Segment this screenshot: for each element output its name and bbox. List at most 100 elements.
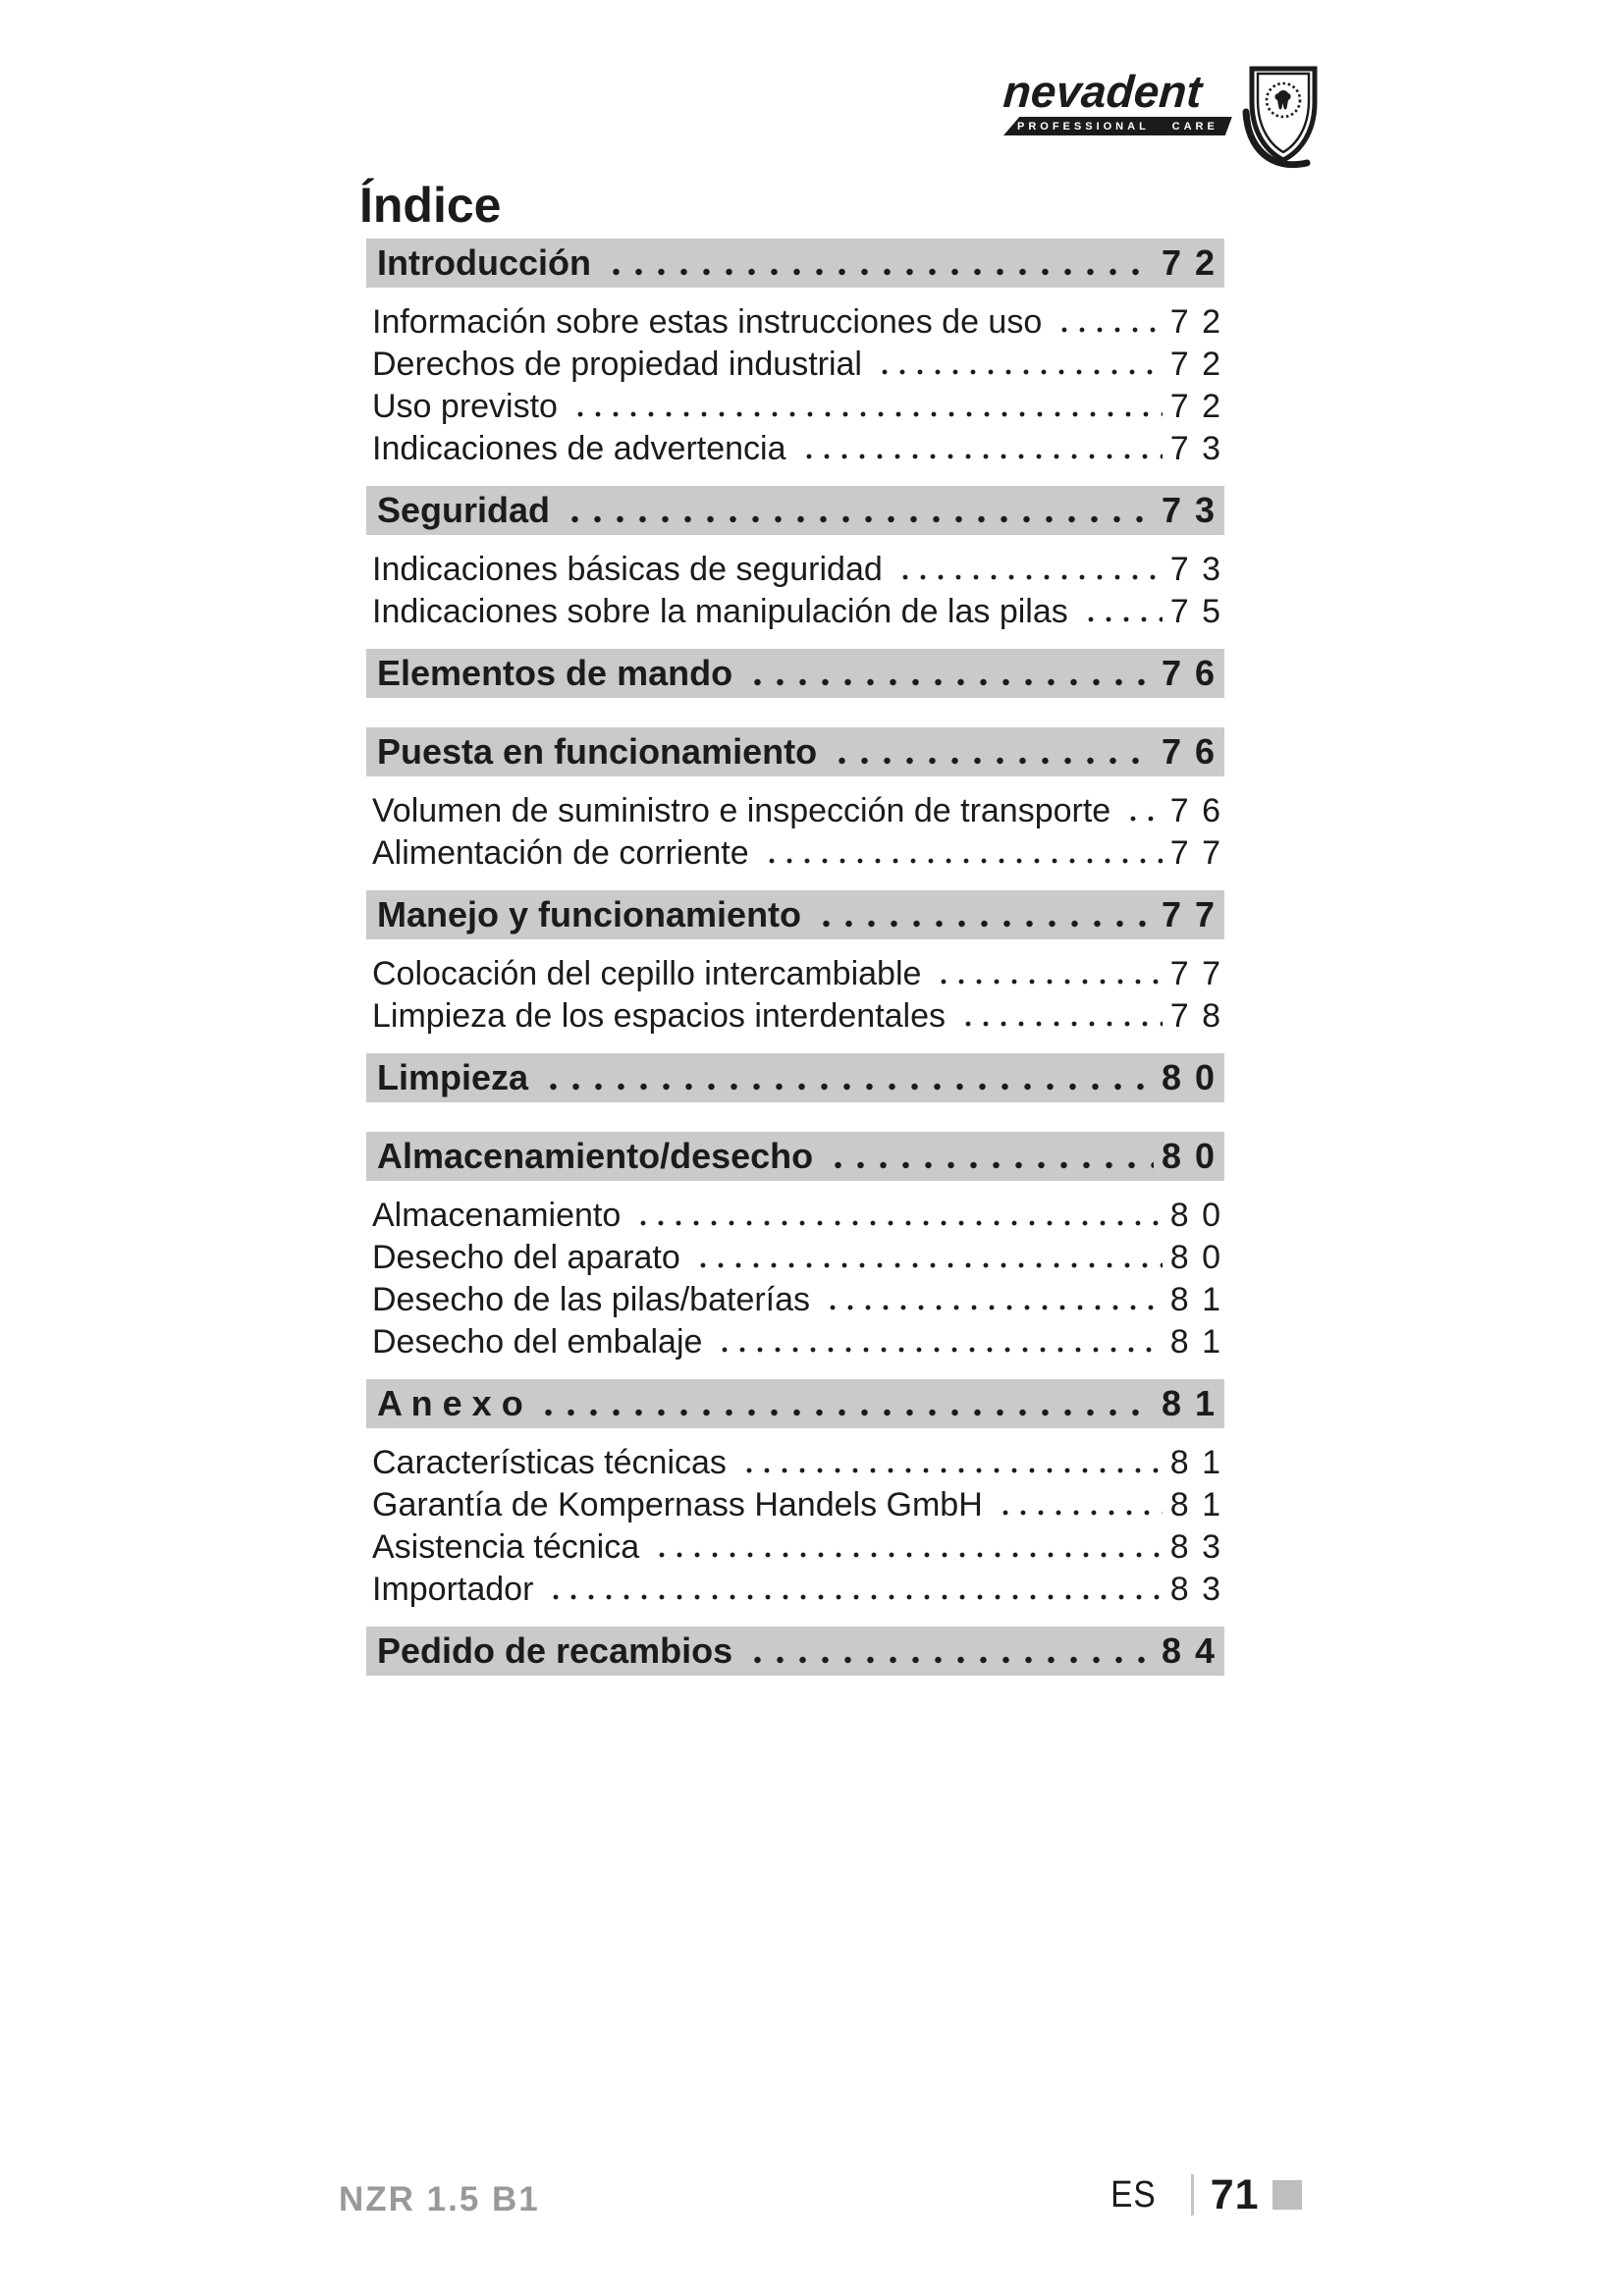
toc-section-title: Puesta en funcionamiento — [377, 731, 818, 772]
toc-entry: Información sobre estas instrucciones de… — [372, 301, 1222, 344]
toc-entry-page-number: 8 0 — [1169, 1197, 1222, 1234]
toc-section-header-bar: Manejo y funcionamiento 7 7 — [366, 890, 1224, 939]
toc-entry: Características técnicas 8 1 — [372, 1442, 1222, 1484]
toc-section-title: Introducción — [377, 242, 591, 283]
toc-entry-title: Derechos de propiedad industrial — [372, 346, 862, 383]
toc-entry: Indicaciones de advertencia 7 3 — [372, 428, 1222, 470]
toc-entry-page-number: 8 3 — [1169, 1571, 1222, 1608]
toc-section: Limpieza 8 0 — [366, 1053, 1224, 1102]
dot-leader — [824, 1279, 1163, 1321]
toc-section: Puesta en funcionamiento 7 6 Volumen de … — [366, 727, 1224, 875]
toc-entry-title: Volumen de suministro e inspección de tr… — [372, 792, 1111, 829]
toc-entry-page-number: 8 3 — [1169, 1528, 1222, 1566]
toc-section-title: Seguridad — [377, 490, 551, 530]
footer-page-indicator: ES 71 — [1108, 2171, 1302, 2218]
page-title: Índice — [359, 177, 502, 233]
dot-leader — [875, 344, 1163, 386]
toc-section-header-bar: Pedido de recambios 8 4 — [366, 1627, 1224, 1676]
dot-leader — [716, 1321, 1163, 1363]
toc-section-entries: Volumen de suministro e inspección de tr… — [366, 776, 1224, 875]
dot-leader — [746, 1627, 1154, 1676]
dot-leader — [762, 832, 1163, 875]
toc-section-entries: Características técnicas 8 1 Garantía de… — [366, 1428, 1224, 1611]
toc-section-title: Pedido de recambios — [377, 1630, 733, 1671]
dot-leader — [996, 1484, 1163, 1526]
toc-section-page-number: 7 6 — [1161, 731, 1217, 772]
toc-entry: Indicaciones básicas de seguridad 7 3 — [372, 549, 1222, 591]
dot-leader — [799, 428, 1163, 470]
logo-wordmark: nevadent PROFESSIONAL CARE — [1001, 66, 1232, 135]
toc-entry: Asistencia técnica 8 3 — [372, 1526, 1222, 1569]
dot-leader — [1124, 790, 1163, 832]
toc-section: A n e x o 8 1 Características técnicas 8… — [366, 1379, 1224, 1611]
toc-entry-page-number: 7 2 — [1169, 346, 1222, 383]
toc-entry: Derechos de propiedad industrial 7 2 — [372, 344, 1222, 386]
toc-section-title: Elementos de mando — [377, 653, 733, 693]
toc-section-header-bar: Seguridad 7 3 — [366, 486, 1224, 535]
toc-section-entries: Almacenamiento 8 0 Desecho del aparato 8… — [366, 1181, 1224, 1363]
dot-leader — [1056, 301, 1163, 344]
toc-section: Introducción 7 2 Información sobre estas… — [366, 239, 1224, 470]
toc-entry-page-number: 7 7 — [1169, 955, 1222, 992]
nevadent-logo: nevadent PROFESSIONAL CARE — [1001, 66, 1326, 173]
toc-section-page-number: 8 4 — [1161, 1630, 1217, 1671]
toc-entry-page-number: 8 0 — [1169, 1239, 1222, 1276]
toc-section-page-number: 8 0 — [1161, 1136, 1217, 1176]
toc-section-title: Limpieza — [377, 1057, 529, 1097]
toc-section: Seguridad 7 3 Indicaciones básicas de se… — [366, 486, 1224, 633]
toc-entry-page-number: 7 8 — [1169, 997, 1222, 1035]
toc-entry-title: Garantía de Kompernass Handels GmbH — [372, 1486, 983, 1523]
dot-leader — [959, 995, 1163, 1038]
toc-entry-page-number: 7 3 — [1169, 430, 1222, 467]
toc-entry-title: Limpieza de los espacios interdentales — [372, 997, 947, 1035]
toc-entry-page-number: 8 1 — [1169, 1444, 1222, 1481]
dot-leader — [564, 486, 1154, 535]
toc-entry: Almacenamiento 8 0 — [372, 1195, 1222, 1237]
toc-entry-page-number: 8 1 — [1169, 1323, 1222, 1361]
toc-section: Elementos de mando 7 6 — [366, 649, 1224, 698]
toc-section-page-number: 7 6 — [1161, 653, 1217, 693]
toc-entry-page-number: 8 1 — [1169, 1281, 1222, 1318]
toc-entry-title: Alimentación de corriente — [372, 834, 749, 872]
toc-section-page-number: 8 0 — [1161, 1057, 1217, 1097]
toc-entry-title: Uso previsto — [372, 388, 558, 425]
dot-leader — [746, 649, 1154, 698]
toc-entry: Desecho del aparato 8 0 — [372, 1237, 1222, 1279]
toc-entry: Garantía de Kompernass Handels GmbH 8 1 — [372, 1484, 1222, 1526]
toc-section-page-number: 7 2 — [1161, 242, 1217, 283]
toc-section-header-bar: Limpieza 8 0 — [366, 1053, 1224, 1102]
toc-entry-title: Características técnicas — [372, 1444, 727, 1481]
toc-section-title: Almacenamiento/desecho — [377, 1136, 814, 1176]
footer-page-number: 71 — [1210, 2170, 1260, 2218]
toc-section-entries: Colocación del cepillo intercambiable 7 … — [366, 939, 1224, 1038]
toc-entry: Colocación del cepillo intercambiable 7 … — [372, 953, 1222, 995]
toc-entry-title: Asistencia técnica — [372, 1528, 640, 1566]
toc-entry-page-number: 7 2 — [1169, 388, 1222, 425]
toc-section-header-bar: Introducción 7 2 — [366, 239, 1224, 288]
dot-leader — [831, 727, 1154, 776]
toc-entry: Importador 8 3 — [372, 1569, 1222, 1611]
dot-leader — [634, 1195, 1163, 1237]
dot-leader — [815, 890, 1154, 939]
toc-section: Manejo y funcionamiento 7 7 Colocación d… — [366, 890, 1224, 1038]
toc-entry-title: Indicaciones de advertencia — [372, 430, 786, 467]
footer-model-number: NZR 1.5 B1 — [339, 2180, 540, 2218]
toc-section: Almacenamiento/desecho 8 0 Almacenamient… — [366, 1132, 1224, 1363]
dot-leader — [827, 1132, 1154, 1181]
toc: Introducción 7 2 Información sobre estas… — [366, 239, 1224, 1705]
toc-entry-title: Desecho del embalaje — [372, 1323, 703, 1361]
toc-entry: Uso previsto 7 2 — [372, 386, 1222, 428]
dot-leader — [653, 1526, 1163, 1569]
toc-section-entries: Indicaciones básicas de seguridad 7 3 In… — [366, 535, 1224, 633]
shield-tooth-icon — [1242, 66, 1318, 168]
toc-entry-title: Indicaciones básicas de seguridad — [372, 551, 883, 588]
footer-language-code: ES — [1110, 2173, 1157, 2216]
dot-leader — [935, 953, 1163, 995]
dot-leader — [1081, 591, 1163, 633]
toc-section-header-bar: Elementos de mando 7 6 — [366, 649, 1224, 698]
toc-entry-page-number: 7 6 — [1169, 792, 1222, 829]
toc-entry: Limpieza de los espacios interdentales 7… — [372, 995, 1222, 1038]
toc-entry-title: Importador — [372, 1571, 534, 1608]
toc-entry: Indicaciones sobre la manipulación de la… — [372, 591, 1222, 633]
dot-leader — [895, 549, 1163, 591]
